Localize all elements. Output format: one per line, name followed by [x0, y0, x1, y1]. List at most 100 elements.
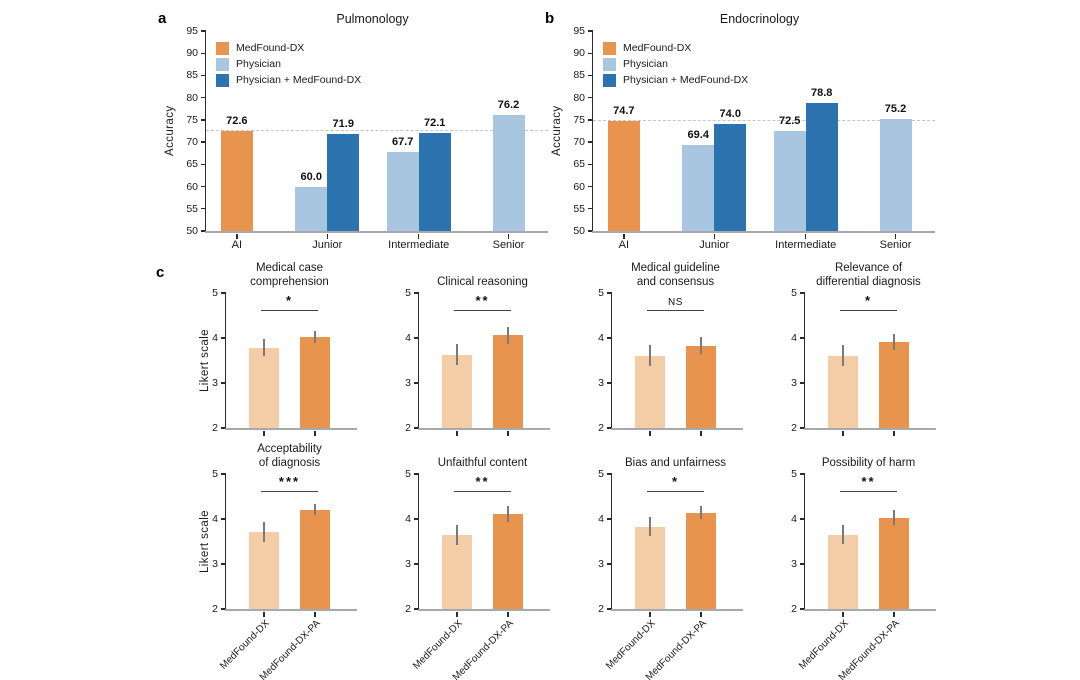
y-tick-label: 90: [573, 47, 585, 60]
x-tick-mark: [700, 612, 702, 617]
legend-label: Physician + MedFound-DX: [623, 74, 749, 86]
significance-line: [647, 491, 704, 493]
y-tick-mark: [800, 292, 805, 294]
y-tick-mark: [414, 427, 419, 429]
legend-swatch: [603, 73, 616, 87]
bar: [686, 512, 716, 609]
bar: [805, 103, 838, 231]
bar-value-label: 78.8: [811, 87, 833, 99]
y-tick-label: 5: [791, 287, 797, 299]
legend-label: MedFound-DX: [236, 42, 305, 54]
y-tick-mark: [588, 230, 593, 232]
y-tick-mark: [607, 563, 612, 565]
error-bar: [700, 505, 702, 520]
bar-value-label: 72.1: [424, 116, 446, 129]
error-bar: [842, 525, 844, 545]
y-tick-mark: [414, 518, 419, 520]
reference-dashed-line: [593, 120, 935, 122]
y-tick-mark: [414, 473, 419, 475]
x-axis-line: [224, 428, 357, 431]
y-tick-mark: [201, 230, 206, 232]
y-tick-label: 70: [186, 136, 198, 149]
y-tick-mark: [588, 30, 593, 32]
bar: [879, 119, 912, 231]
subplot-title-line: Clinical reasoning: [437, 276, 528, 288]
subplot-title-line: Acceptability: [257, 443, 322, 455]
legend-swatch: [603, 41, 616, 55]
subplot-title: Acceptability of diagnosis: [199, 427, 380, 470]
x-axis-line: [803, 428, 936, 431]
y-tick-mark: [221, 608, 226, 610]
bar: [295, 186, 328, 231]
subplot-title: Medical case comprehension: [199, 246, 380, 289]
x-tick-mark: [456, 431, 458, 436]
y-tick-label: 2: [212, 603, 218, 615]
x-category-label: Junior: [312, 239, 343, 251]
subplot-title: Medical guideline and consensus: [585, 246, 766, 289]
y-tick-label: 65: [573, 158, 585, 171]
x-tick-mark: [893, 612, 895, 617]
y-tick-label: 50: [186, 225, 198, 237]
bar: [249, 531, 279, 609]
y-tick-mark: [414, 563, 419, 565]
y-tick-label: 80: [573, 91, 585, 104]
bar-chart-endocrinology: 50 55 60 65 70 75 80 85 90 95 AI 74.7 Junior 69.4 74.0…: [573, 25, 935, 251]
x-tick-mark: [623, 234, 625, 239]
significance-line: [840, 310, 897, 312]
y-tick-mark: [221, 427, 226, 429]
bar: [682, 144, 715, 231]
legend-item: Physician + MedFound-DX: [603, 72, 748, 88]
y-tick-mark: [588, 141, 593, 143]
likert-subplot: Relevance of differential diagnosis 2 3 4 5 *: [791, 262, 936, 436]
y-tick-label: 5: [791, 468, 797, 480]
legend: MedFound-DX Physician Physician + MedFound…: [216, 40, 361, 88]
y-tick-label: 2: [791, 422, 797, 434]
bar: [607, 121, 640, 231]
y-tick-mark: [800, 382, 805, 384]
bar: [327, 133, 360, 231]
significance-label: *: [864, 293, 873, 308]
likert-subplot: Unfaithful content 2 3 4 5 MedFound-DX MedFoun…: [405, 457, 550, 680]
y-tick-label: 3: [791, 558, 797, 570]
likert-scale-ylabel: Likert scale: [199, 329, 211, 392]
y-tick-label: 3: [598, 558, 604, 570]
panel-letter-c: c: [156, 264, 165, 281]
x-axis-line: [610, 428, 743, 431]
y-tick-label: 3: [405, 377, 411, 389]
y-tick-mark: [201, 185, 206, 188]
legend-label: Physician: [623, 58, 668, 70]
significance-line: [840, 491, 897, 493]
panel-a-title: Pulmonology: [336, 12, 409, 26]
y-tick-label: 5: [598, 287, 604, 299]
legend-swatch: [603, 57, 616, 71]
error-bar: [893, 333, 895, 350]
error-bar: [456, 524, 458, 545]
legend: MedFound-DX Physician Physician + MedFound…: [603, 40, 748, 88]
y-tick-mark: [201, 208, 206, 210]
significance-label: **: [475, 293, 490, 308]
x-category-label: Intermediate: [388, 239, 450, 251]
x-category-label: MedFound-DX: [218, 618, 272, 672]
y-tick-label: 3: [791, 377, 797, 389]
bar: [773, 131, 806, 231]
error-bar: [700, 337, 702, 355]
y-tick-mark: [588, 74, 593, 77]
significance-line: [454, 491, 511, 493]
bar: [442, 534, 472, 609]
bar: [828, 534, 858, 609]
x-tick-mark: [507, 431, 509, 436]
y-tick-label: 2: [598, 603, 604, 615]
y-tick-label: 90: [186, 47, 198, 60]
x-tick-mark: [314, 431, 316, 436]
significance-label: *: [285, 293, 294, 308]
error-bar: [507, 505, 509, 522]
legend-label: Physician + MedFound-DX: [236, 74, 362, 86]
error-bar: [842, 344, 844, 367]
x-tick-mark: [236, 234, 238, 239]
subplot-title: Possibility of harm: [778, 427, 959, 470]
y-tick-label: 4: [791, 513, 797, 525]
y-tick-mark: [800, 337, 805, 339]
y-tick-label: 2: [791, 603, 797, 615]
y-tick-label: 5: [212, 468, 218, 480]
